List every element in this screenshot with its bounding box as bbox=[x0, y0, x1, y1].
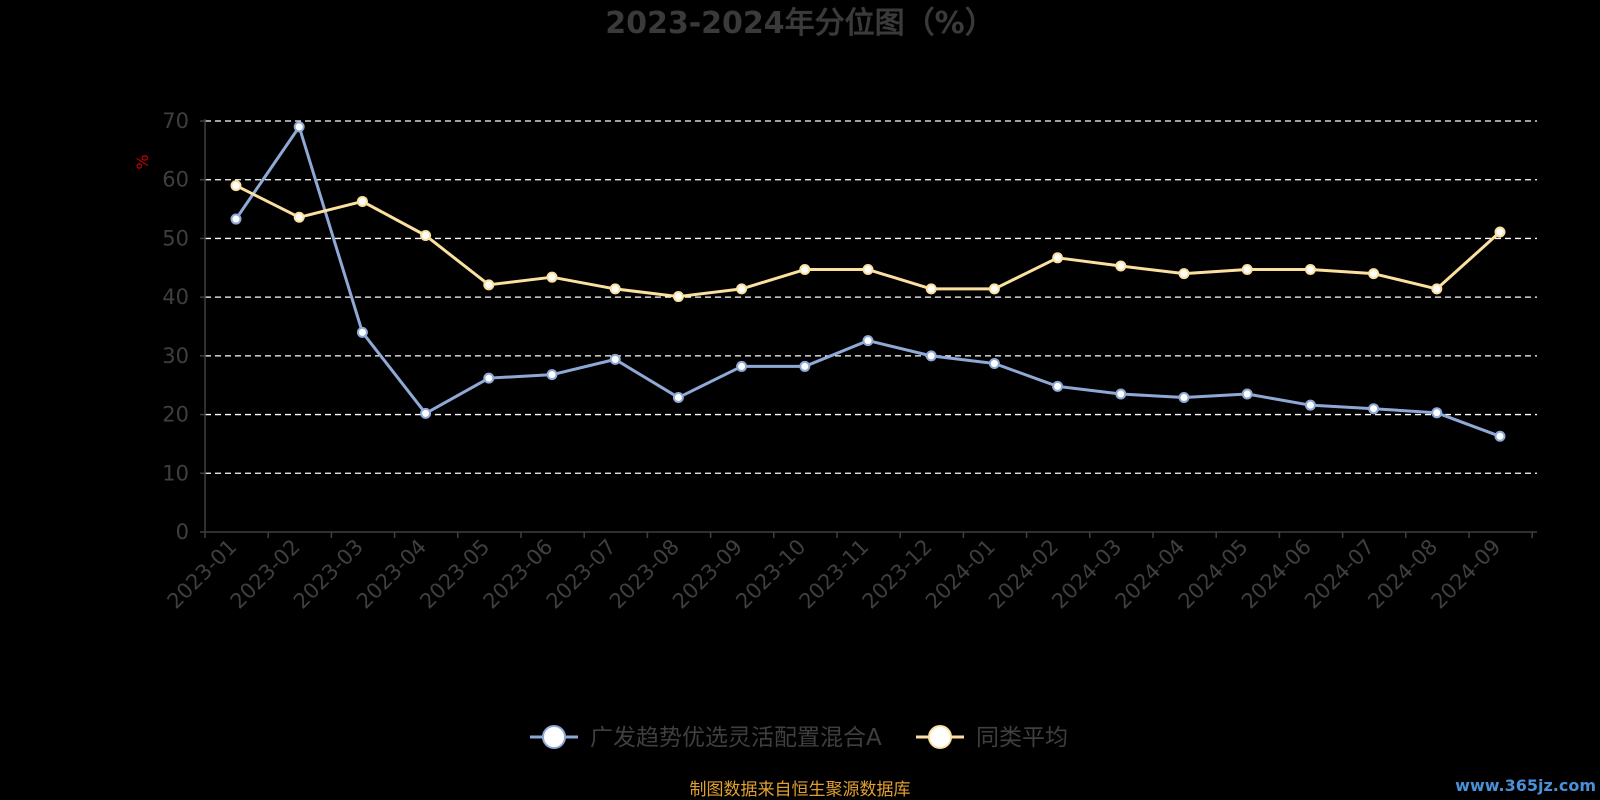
data-point[interactable] bbox=[862, 335, 874, 347]
data-point[interactable] bbox=[1241, 264, 1253, 276]
data-point[interactable] bbox=[420, 407, 432, 419]
data-point[interactable] bbox=[672, 291, 684, 303]
chart-title: 2023-2024年分位图（%） bbox=[605, 6, 995, 41]
data-point[interactable] bbox=[546, 271, 558, 283]
data-point[interactable] bbox=[356, 195, 368, 207]
data-point[interactable] bbox=[1115, 260, 1127, 272]
data-point[interactable] bbox=[1368, 268, 1380, 280]
x-tick-labels: 2023-012023-022023-032023-042023-052023-… bbox=[163, 535, 1506, 614]
data-point[interactable] bbox=[1178, 392, 1190, 404]
data-point[interactable] bbox=[609, 283, 621, 295]
data-point[interactable] bbox=[988, 283, 1000, 295]
series-lines bbox=[230, 121, 1506, 442]
legend-label: 广发趋势优选灵活配置混合A bbox=[590, 725, 882, 751]
data-point[interactable] bbox=[925, 350, 937, 362]
data-point[interactable] bbox=[293, 211, 305, 223]
legend-marker-icon bbox=[928, 725, 952, 749]
legend-item-2[interactable]: 同类平均 bbox=[916, 725, 1068, 751]
data-point[interactable] bbox=[1115, 388, 1127, 400]
data-point[interactable] bbox=[736, 360, 748, 372]
data-point[interactable] bbox=[546, 369, 558, 381]
data-point[interactable] bbox=[925, 283, 937, 295]
data-point[interactable] bbox=[1052, 380, 1064, 392]
y-tick-label: 60 bbox=[162, 168, 189, 192]
series-line bbox=[234, 125, 1501, 438]
data-point[interactable] bbox=[483, 279, 495, 291]
data-point[interactable] bbox=[1052, 252, 1064, 264]
data-point[interactable] bbox=[1431, 407, 1443, 419]
y-tick-label: 70 bbox=[162, 109, 189, 133]
legend-label: 同类平均 bbox=[976, 725, 1068, 751]
data-point[interactable] bbox=[1178, 268, 1190, 280]
y-tick-label: 30 bbox=[162, 344, 189, 368]
data-point[interactable] bbox=[1494, 430, 1506, 442]
legend-item-1[interactable]: 广发趋势优选灵活配置混合A bbox=[530, 725, 882, 751]
data-point[interactable] bbox=[230, 213, 242, 225]
data-point[interactable] bbox=[736, 283, 748, 295]
y-tick-label: 40 bbox=[162, 285, 189, 309]
data-point[interactable] bbox=[672, 392, 684, 404]
legend[interactable]: 广发趋势优选灵活配置混合A 同类平均 bbox=[530, 725, 1068, 751]
data-point[interactable] bbox=[293, 121, 305, 133]
data-point[interactable] bbox=[1304, 264, 1316, 276]
watermark: www.365jz.com bbox=[1455, 776, 1596, 795]
data-point[interactable] bbox=[988, 357, 1000, 369]
series-2 bbox=[230, 180, 1506, 303]
y-axis-label: % bbox=[133, 154, 152, 169]
data-point[interactable] bbox=[609, 353, 621, 365]
data-point[interactable] bbox=[1241, 388, 1253, 400]
data-point[interactable] bbox=[1368, 403, 1380, 415]
axes bbox=[200, 119, 1537, 538]
grid-lines bbox=[205, 120, 1537, 474]
data-point[interactable] bbox=[862, 264, 874, 276]
y-tick-label: 50 bbox=[162, 226, 189, 250]
series-1 bbox=[230, 121, 1506, 442]
y-tick-label: 20 bbox=[162, 403, 189, 427]
data-point[interactable] bbox=[1304, 399, 1316, 411]
legend-marker-icon bbox=[542, 725, 566, 749]
y-tick-labels: 0 10 20 30 40 50 60 70 bbox=[162, 109, 189, 544]
series-line bbox=[235, 184, 1502, 299]
data-point[interactable] bbox=[420, 229, 432, 241]
y-tick-label: 10 bbox=[162, 461, 189, 485]
data-point[interactable] bbox=[799, 264, 811, 276]
data-point[interactable] bbox=[1431, 283, 1443, 295]
y-tick-label: 0 bbox=[176, 520, 189, 544]
data-source-note: 制图数据来自恒生聚源数据库 bbox=[690, 780, 911, 800]
data-point[interactable] bbox=[799, 360, 811, 372]
data-point[interactable] bbox=[483, 372, 495, 384]
data-point[interactable] bbox=[1494, 226, 1506, 238]
data-point[interactable] bbox=[356, 326, 368, 338]
x-tick-label: 2024-09 bbox=[1427, 535, 1506, 614]
data-point[interactable] bbox=[230, 180, 242, 192]
